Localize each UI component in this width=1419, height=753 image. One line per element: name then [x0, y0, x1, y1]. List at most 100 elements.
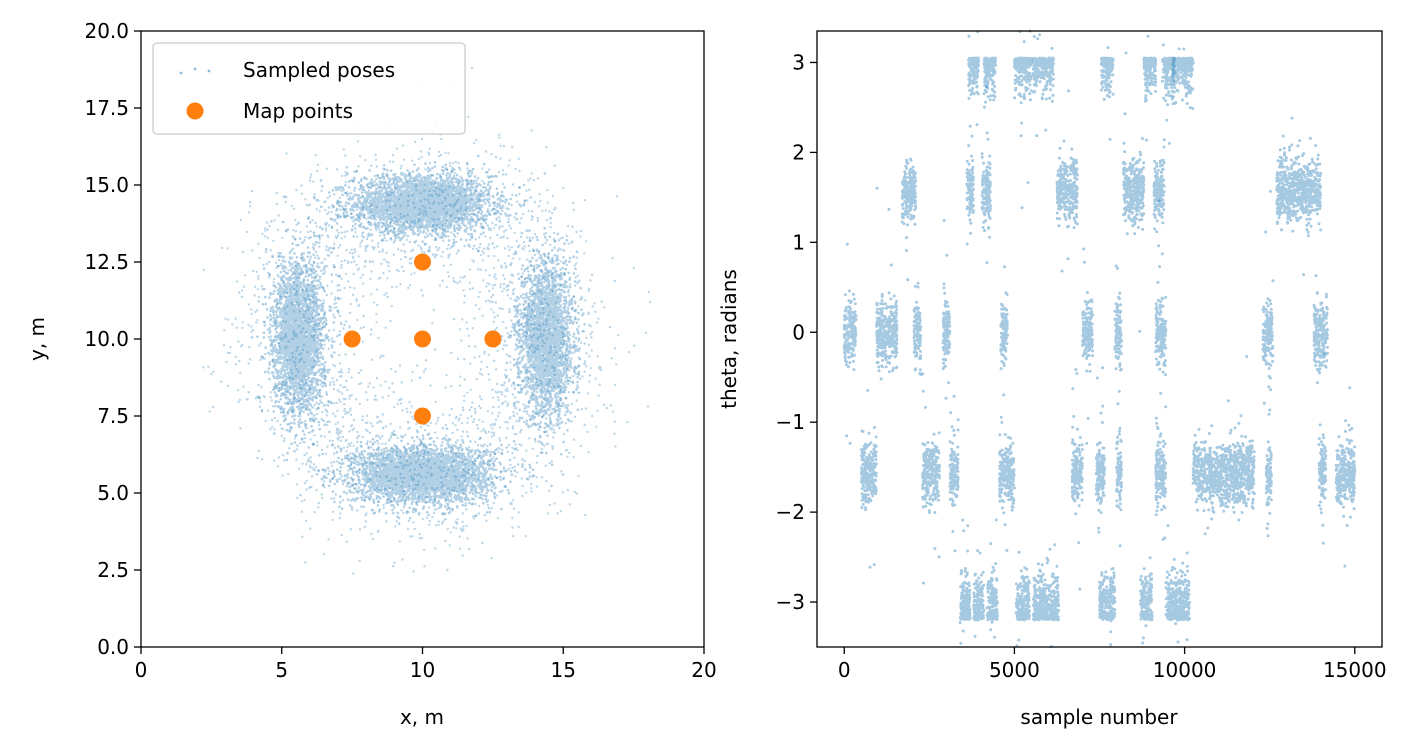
right-x-tick-label: 10000 [1153, 658, 1217, 682]
theta-segment-8 [958, 518, 972, 645]
left-x-tick-label: 20 [691, 658, 716, 682]
legend-pose-dot [179, 71, 183, 75]
theta-segment-37 [1171, 47, 1195, 110]
left-y-tick-label: 20.0 [84, 19, 129, 43]
pose-cluster-1 [299, 420, 536, 525]
theta-segment-36 [1164, 524, 1192, 644]
theta-segment-22 [1070, 368, 1084, 591]
legend-pose-dot [207, 69, 211, 73]
right-x-ticks: 0 5000 10000 15000 [838, 647, 1387, 682]
right-x-tick-label: 15000 [1323, 658, 1387, 682]
right-x-tick-label: 5000 [989, 658, 1040, 682]
theta-segment-9 [965, 124, 975, 246]
theta-segment-12 [980, 85, 993, 265]
left-y-tick-label: 17.5 [84, 96, 129, 120]
left-scatter-panel: 0 5 10 15 20 0.0 2.5 5.0 7.5 10.0 12.5 15.0 17.5 20.… [25, 19, 717, 729]
left-x-tick-label: 5 [275, 658, 288, 682]
pose-cluster-0 [284, 154, 547, 263]
theta-segment-24 [1094, 366, 1107, 534]
map-point-1 [343, 330, 361, 348]
right-y-tick-label: −2 [776, 500, 805, 524]
pose-cluster-2 [256, 195, 341, 462]
legend-box [152, 42, 466, 135]
right-y-tick-label: −1 [776, 410, 805, 434]
theta-segment-7 [948, 394, 960, 553]
right-y-tick-label: 2 [792, 140, 805, 164]
left-y-tick-label: 2.5 [97, 558, 129, 582]
right-y-ticks: −3 −2 −1 0 1 2 3 [776, 50, 817, 614]
theta-segment-40 [1264, 388, 1273, 538]
left-y-tick-label: 15.0 [84, 173, 129, 197]
theta-segment-30 [1139, 556, 1154, 645]
theta-segment-0 [842, 242, 858, 445]
right-y-tick-label: −3 [776, 590, 805, 614]
theta-segment-32 [1152, 96, 1166, 269]
left-y-tick-label: 5.0 [97, 481, 129, 505]
theta-samples-points [842, 29, 1357, 648]
theta-segment-26 [1098, 567, 1117, 647]
theta-segment-10 [967, 30, 980, 166]
theta-segment-42 [1312, 228, 1329, 385]
left-x-tick-label: 15 [551, 658, 576, 682]
right-x-axis-label: sample number [1020, 705, 1178, 729]
pose-ring [202, 61, 652, 575]
theta-segment-4 [912, 281, 923, 376]
sampled-poses-points [202, 61, 652, 575]
theta-segment-44 [1334, 386, 1357, 568]
right-axes-frame [816, 30, 1383, 648]
theta-segment-35 [1161, 43, 1176, 149]
left-y-ticks: 0.0 2.5 5.0 7.5 10.0 12.5 15.0 17.5 20.0 [84, 19, 141, 659]
theta-segment-6 [941, 219, 952, 400]
left-y-tick-label: 12.5 [84, 250, 129, 274]
theta-segment-29 [1121, 51, 1146, 333]
theta-segment-31 [1142, 34, 1158, 142]
left-x-tick-label: 0 [135, 658, 148, 682]
theta-segment-43 [1317, 352, 1328, 545]
map-point-2 [414, 330, 431, 348]
left-x-axis-label: x, m [400, 705, 444, 729]
theta-segment-23 [1081, 247, 1095, 445]
theta-segment-33 [1154, 391, 1168, 541]
right-x-tick-label: 0 [838, 658, 851, 682]
theta-segment-18 [1013, 29, 1033, 210]
theta-segment-28 [1115, 362, 1124, 548]
right-y-tick-label: 1 [792, 230, 805, 254]
theta-segment-41 [1275, 116, 1323, 277]
theta-segment-19 [1031, 33, 1055, 138]
map-point-4 [414, 407, 431, 425]
map-point-0 [414, 253, 431, 271]
theta-segment-25 [1099, 46, 1115, 141]
theta-segment-2 [875, 186, 899, 381]
left-x-tick-label: 10 [410, 658, 435, 682]
pose-cluster-3 [500, 226, 586, 488]
left-y-axis-label: y, m [25, 317, 49, 361]
theta-segment-34 [1154, 199, 1168, 447]
map-point-3 [484, 330, 502, 348]
theta-segment-27 [1113, 264, 1123, 406]
legend-sampled-poses-marker [179, 67, 211, 75]
theta-segment-1 [859, 389, 878, 569]
left-y-tick-label: 7.5 [97, 404, 129, 428]
theta-segment-14 [985, 518, 999, 639]
theta-segment-3 [900, 157, 918, 282]
right-scatter-panel: 0 5000 10000 15000 −3 −2 −1 0 1 2 3 sample number… [717, 29, 1387, 729]
left-y-tick-label: 10.0 [84, 327, 129, 351]
legend-map-points-marker [186, 102, 204, 120]
legend-pose-dot [193, 67, 197, 71]
right-y-tick-label: 0 [792, 320, 805, 344]
theta-segment-20 [1031, 543, 1061, 648]
legend-label-sampled-poses: Sampled poses [243, 58, 395, 82]
legend: Sampled poses Map points [152, 42, 466, 135]
theta-segment-16 [997, 415, 1016, 552]
left-y-tick-label: 0.0 [97, 635, 129, 659]
right-y-tick-label: 3 [792, 50, 805, 74]
left-x-ticks: 0 5 10 15 20 [135, 647, 717, 682]
theta-segment-13 [982, 56, 998, 109]
map-points [343, 253, 502, 425]
theta-segment-15 [999, 265, 1009, 397]
right-y-axis-label: theta, radians [717, 269, 741, 409]
theta-segment-11 [972, 549, 986, 638]
legend-label-map-points: Map points [243, 99, 353, 123]
theta-segment-39 [1261, 189, 1275, 405]
theta-segment-38 [1191, 355, 1256, 536]
